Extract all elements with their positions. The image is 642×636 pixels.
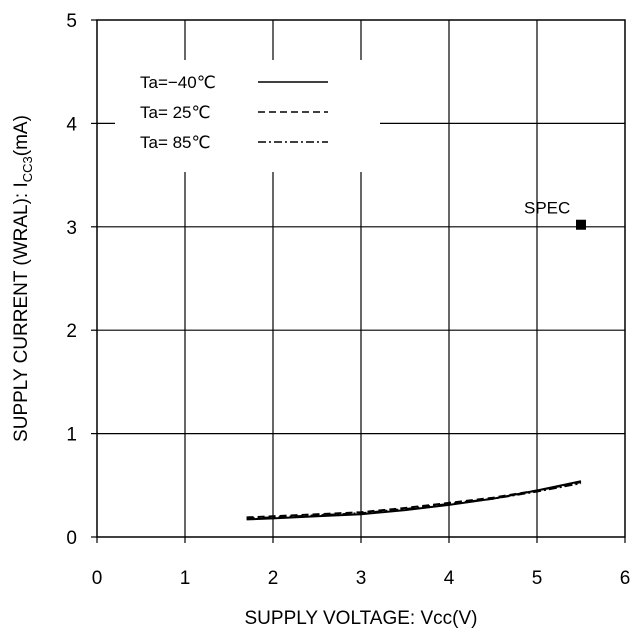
y-tick-labels: 0 1 2 3 4 5 [66,11,97,549]
legend: Ta=−40℃ Ta= 25℃ Ta= 85℃ [115,60,380,172]
annotation-layer: SPEC [524,199,586,230]
y-tick-label: 4 [66,114,77,135]
x-tick-label: 0 [92,568,103,589]
x-axis-title: SUPPLY VOLTAGE: Vcc(V) [245,608,478,629]
y-tick-label: 5 [66,11,77,32]
x-tick-label: 4 [444,568,455,589]
y-tick-label: 0 [66,528,77,549]
legend-label-3: Ta= 85℃ [140,133,211,152]
y-axis-title-unit: (mA) [11,115,32,156]
spec-marker [576,219,586,230]
y-axis-title-main: SUPPLY CURRENT (WRAL): I [11,182,32,442]
series-line-3 [246,482,582,520]
x-tick-label: 1 [180,568,191,589]
y-axis-title: SUPPLY CURRENT (WRAL): ICC3(mA) [11,115,35,442]
y-tick-label: 2 [66,321,77,342]
x-tick-label: 3 [356,568,367,589]
legend-box [115,60,380,172]
series-layer [246,480,582,521]
x-tick-label: 2 [268,568,279,589]
y-axis-title-sub: CC3 [20,156,35,182]
x-tick-label: 5 [532,568,543,589]
y-tick-label: 3 [66,218,77,239]
legend-label-2: Ta= 25℃ [140,103,211,122]
x-tick-label: 6 [620,568,631,589]
spec-label: SPEC [524,199,570,218]
x-tick-labels: 0 1 2 3 4 5 6 [92,537,631,589]
legend-label-1: Ta=−40℃ [140,73,216,92]
y-tick-label: 1 [66,425,77,446]
